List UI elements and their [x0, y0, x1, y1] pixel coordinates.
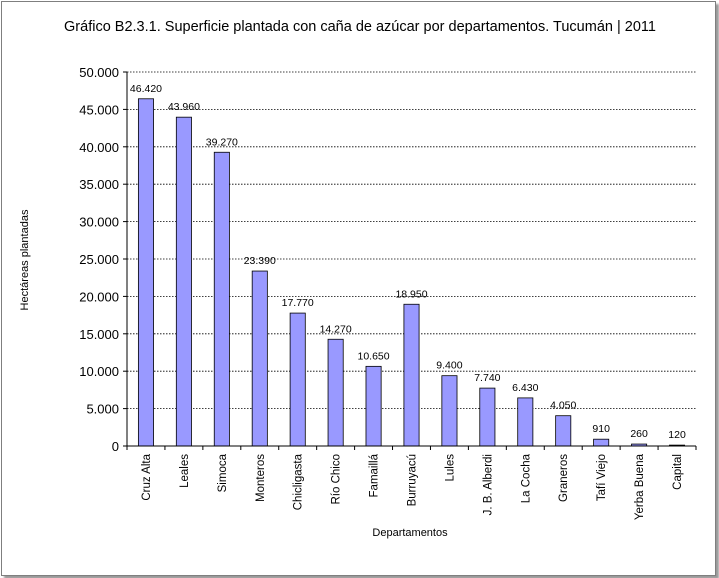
bar: [479, 387, 496, 447]
value-label: 18.950: [395, 288, 427, 300]
x-tick-label: Río Chico: [331, 454, 343, 505]
bar: [403, 303, 420, 447]
value-label: 7.740: [474, 372, 500, 384]
x-tick-label: Chicligasta: [293, 453, 305, 510]
bar: [175, 116, 192, 447]
x-tick-labels: Cruz Alta Leales Simoca Monteros Chicligasta…: [141, 453, 684, 520]
value-label: 14.270: [320, 323, 352, 335]
bar: [213, 151, 230, 447]
value-label: 120: [668, 429, 686, 441]
y-tick-label: 40.000: [79, 140, 119, 155]
bar: [137, 98, 154, 447]
value-label: 39.270: [206, 136, 238, 148]
x-tick-label: Yerba Buena: [634, 453, 646, 520]
axes: [123, 71, 697, 450]
value-label: 9.400: [436, 360, 462, 372]
x-tick-label: Lules: [444, 454, 456, 482]
y-tick-label: 0: [112, 439, 119, 454]
value-label: 910: [592, 423, 610, 435]
x-tick-label: Capital: [672, 454, 684, 490]
y-tick-label: 45.000: [79, 102, 119, 117]
value-label: 46.420: [130, 83, 162, 95]
bar: [251, 270, 268, 447]
bar: [365, 365, 382, 447]
y-tick-label: 30.000: [79, 215, 119, 230]
x-axis-label: Departamentos: [372, 527, 448, 539]
bar: [441, 375, 458, 447]
value-label: 43.960: [168, 101, 200, 113]
value-label: 17.770: [282, 297, 314, 309]
y-tick-label: 5.000: [86, 402, 119, 417]
value-label: 4.050: [550, 400, 576, 412]
y-tick-label: 50.000: [79, 65, 119, 80]
y-tick-label: 20.000: [79, 289, 119, 304]
bars: [137, 98, 686, 447]
value-label: 260: [630, 428, 648, 440]
bar: [327, 338, 344, 447]
x-tick-label: Tafí Viejo: [596, 454, 608, 501]
y-axis-label: Hectáreas plantadas: [19, 209, 31, 310]
chart-title: Gráfico B2.3.1. Superficie plantada con …: [64, 19, 656, 35]
bar: [555, 415, 572, 447]
y-tick-labels: 0 5.000 10.000 15.000 20.000 25.000 30.000 35.0…: [79, 65, 119, 454]
value-label: 10.650: [358, 350, 390, 362]
x-tick-label: Burruyacú: [407, 454, 419, 506]
x-tick-label: Famaillá: [369, 453, 381, 497]
bar: [517, 397, 534, 447]
gridlines: [127, 71, 696, 410]
x-tick-label: Graneros: [558, 454, 570, 502]
x-tick-label: Monteros: [255, 454, 267, 502]
x-tick-label: La Cocha: [520, 453, 532, 503]
y-tick-label: 25.000: [79, 252, 119, 267]
x-tick-label: Simoca: [217, 453, 229, 492]
y-tick-label: 35.000: [79, 177, 119, 192]
value-label: 6.430: [512, 382, 538, 394]
value-labels: 46.420 43.960 39.270 23.390 17.770 14.270 10.6…: [130, 83, 686, 441]
bar: [593, 438, 610, 447]
x-tick-label: Cruz Alta: [141, 453, 153, 500]
y-tick-label: 10.000: [79, 364, 119, 379]
value-label: 23.390: [244, 255, 276, 267]
x-tick-label: Leales: [179, 454, 191, 488]
x-tick-label: J. B. Alberdi: [482, 454, 494, 515]
y-tick-label: 15.000: [79, 327, 119, 342]
bar: [289, 312, 306, 447]
